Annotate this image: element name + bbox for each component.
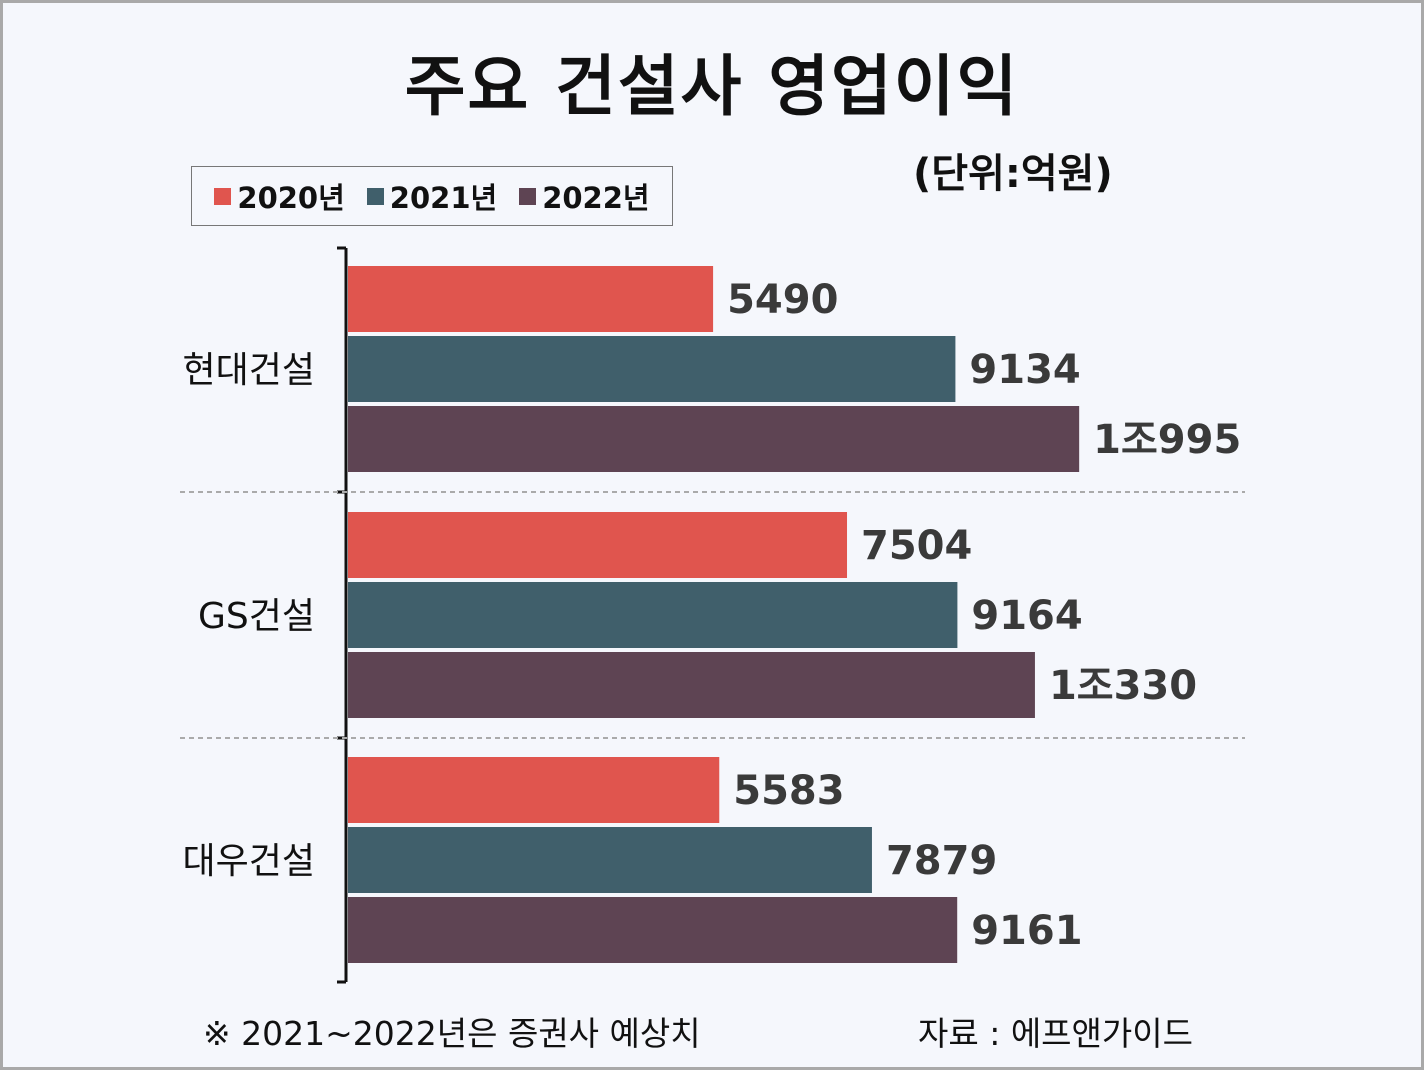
bar-2022	[348, 406, 1080, 472]
category-label: GS건설	[198, 596, 315, 637]
data-label: 7879	[886, 838, 997, 884]
bar-2021	[348, 582, 958, 648]
bar-2020	[348, 266, 714, 332]
legend-label-2021: 2021년	[389, 181, 498, 215]
bar-2020	[348, 757, 720, 823]
unit-label: (단위:억원)	[913, 151, 1113, 197]
bar-2020	[348, 512, 848, 578]
data-label: 9134	[969, 347, 1080, 393]
data-label: 7504	[861, 523, 972, 569]
legend-swatch-2022	[519, 187, 537, 205]
data-label: 9164	[971, 593, 1082, 639]
data-label: 5490	[727, 277, 838, 323]
bar-2022	[348, 652, 1035, 718]
legend: 2020년 2021년 2022년	[191, 166, 673, 226]
legend-item-2022: 2022년	[519, 175, 650, 217]
legend-label-2020: 2020년	[237, 181, 345, 215]
legend-swatch-2020	[214, 187, 232, 205]
category-label: 대우건설	[183, 841, 315, 882]
legend-item-2020: 2020년	[214, 175, 345, 217]
data-label: 5583	[733, 768, 844, 814]
category-label: 현대건설	[183, 350, 315, 391]
bar-2021	[348, 827, 872, 893]
bar-2021	[348, 336, 956, 402]
footnote: ※ 2021~2022년은 증권사 예상치	[203, 1014, 701, 1053]
source-note: 자료 : 에프앤가이드	[918, 1014, 1193, 1053]
bar-2022	[348, 897, 958, 963]
legend-label-2022: 2022년	[542, 181, 650, 215]
chart-title: 주요 건설사 영업이익	[404, 48, 1020, 125]
data-label: 1조330	[1049, 663, 1197, 709]
data-label: 9161	[971, 908, 1082, 954]
legend-item-2021: 2021년	[366, 175, 498, 217]
data-label: 1조995	[1093, 417, 1241, 463]
legend-swatch-2021	[366, 187, 384, 205]
